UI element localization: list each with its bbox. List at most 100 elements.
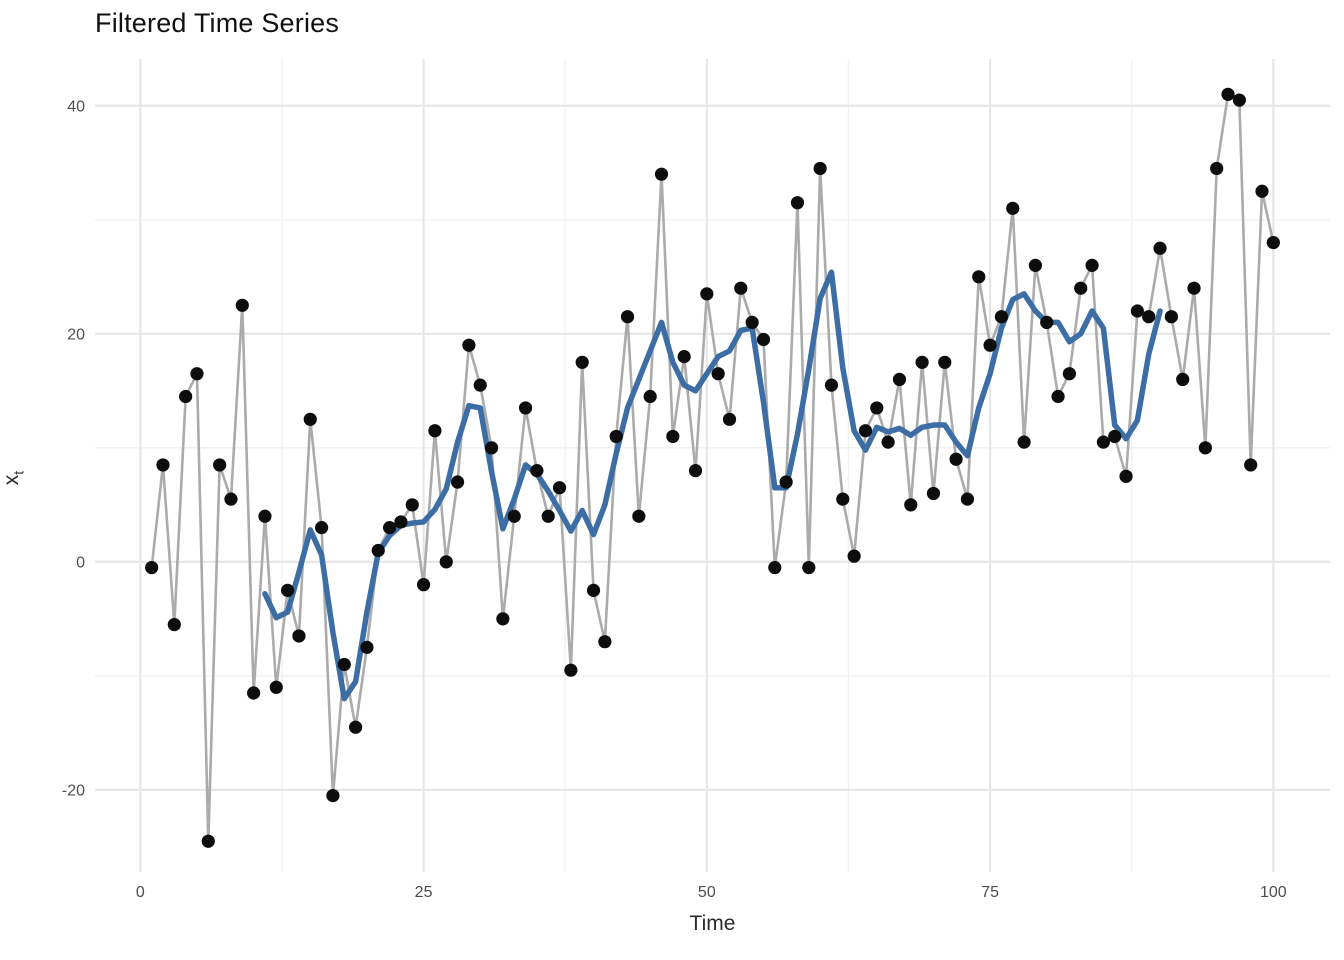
- data-point: [1142, 310, 1156, 324]
- y-axis-title: xt: [0, 470, 27, 486]
- data-point: [779, 475, 793, 489]
- data-point: [813, 161, 827, 176]
- data-point: [258, 509, 272, 523]
- data-point: [1210, 161, 1224, 176]
- x-tick-label: 25: [415, 884, 433, 901]
- data-point: [315, 521, 329, 535]
- data-point: [201, 834, 215, 848]
- data-point: [677, 350, 691, 364]
- data-point: [1164, 310, 1178, 324]
- data-point: [847, 549, 861, 563]
- data-point: [700, 287, 714, 301]
- data-point: [541, 509, 555, 523]
- observed-series-line: [150, 93, 1275, 843]
- data-point: [235, 298, 249, 312]
- data-point: [1085, 258, 1099, 272]
- data-point: [983, 338, 997, 352]
- data-point: [450, 475, 465, 489]
- data-point: [281, 583, 295, 597]
- data-point: [405, 498, 419, 512]
- data-point: [994, 310, 1009, 324]
- data-point: [960, 492, 975, 506]
- data-point: [1153, 241, 1167, 255]
- data-point: [1108, 429, 1122, 444]
- data-point: [292, 629, 306, 643]
- data-point: [247, 686, 261, 700]
- data-point: [167, 617, 181, 632]
- data-point: [394, 515, 408, 529]
- data-point: [609, 429, 623, 444]
- data-point: [643, 389, 657, 404]
- data-point: [1062, 367, 1077, 381]
- data-point: [598, 635, 612, 649]
- data-point: [1266, 235, 1280, 250]
- data-point: [1006, 201, 1020, 215]
- data-point: [722, 412, 737, 426]
- data-point: [484, 441, 499, 455]
- data-point: [156, 458, 170, 472]
- data-point: [688, 464, 703, 478]
- data-point: [145, 560, 159, 575]
- data-point: [269, 680, 283, 694]
- observed-points: [145, 87, 1280, 848]
- x-tick-label: 75: [981, 884, 999, 901]
- data-point: [632, 509, 646, 523]
- data-point: [836, 492, 850, 506]
- gridlines-major: [95, 59, 1330, 872]
- data-point: [564, 663, 578, 677]
- data-point: [575, 355, 589, 369]
- data-point: [337, 657, 351, 672]
- data-point: [824, 378, 839, 392]
- x-axis-title: Time: [689, 912, 736, 935]
- data-point: [926, 486, 941, 501]
- data-point: [892, 372, 907, 387]
- data-point: [620, 310, 635, 324]
- data-point: [303, 412, 317, 426]
- data-point: [326, 789, 340, 803]
- data-point: [179, 389, 193, 404]
- y-tick-label: 0: [76, 554, 85, 571]
- data-point: [654, 167, 669, 181]
- data-point: [1119, 469, 1133, 483]
- data-point: [473, 378, 487, 392]
- data-point: [802, 560, 816, 575]
- data-point: [881, 435, 895, 449]
- data-point: [1255, 184, 1269, 198]
- data-point: [870, 401, 884, 415]
- data-point: [1028, 258, 1043, 272]
- data-point: [416, 578, 431, 592]
- x-tick-label: 0: [136, 884, 145, 901]
- data-point: [439, 555, 453, 569]
- gridlines-minor: [95, 59, 1330, 872]
- data-point: [518, 401, 533, 415]
- data-point: [1040, 315, 1054, 329]
- data-point: [938, 355, 952, 369]
- data-point: [552, 481, 567, 495]
- data-point: [790, 196, 805, 210]
- filtered-series-line: [262, 269, 1163, 702]
- data-point: [507, 509, 521, 523]
- x-tick-label: 50: [698, 884, 716, 901]
- data-point: [224, 492, 238, 506]
- x-tick-label: 100: [1260, 884, 1287, 901]
- data-point: [348, 720, 363, 734]
- data-point: [213, 458, 227, 472]
- data-point: [915, 355, 929, 369]
- data-point: [756, 332, 771, 347]
- data-point: [462, 338, 476, 352]
- tick-labels: -20 0 20 40 0 25 50 75 100: [62, 98, 1287, 901]
- data-point: [858, 424, 873, 438]
- data-point: [371, 543, 385, 558]
- data-point: [734, 281, 748, 295]
- data-point: [428, 424, 442, 438]
- data-point: [1017, 435, 1031, 449]
- data-point: [949, 452, 963, 466]
- data-point: [904, 498, 918, 512]
- data-point: [768, 560, 782, 575]
- data-point: [1232, 93, 1246, 107]
- data-point: [530, 464, 544, 478]
- data-point: [1074, 281, 1088, 295]
- data-point: [1198, 441, 1212, 455]
